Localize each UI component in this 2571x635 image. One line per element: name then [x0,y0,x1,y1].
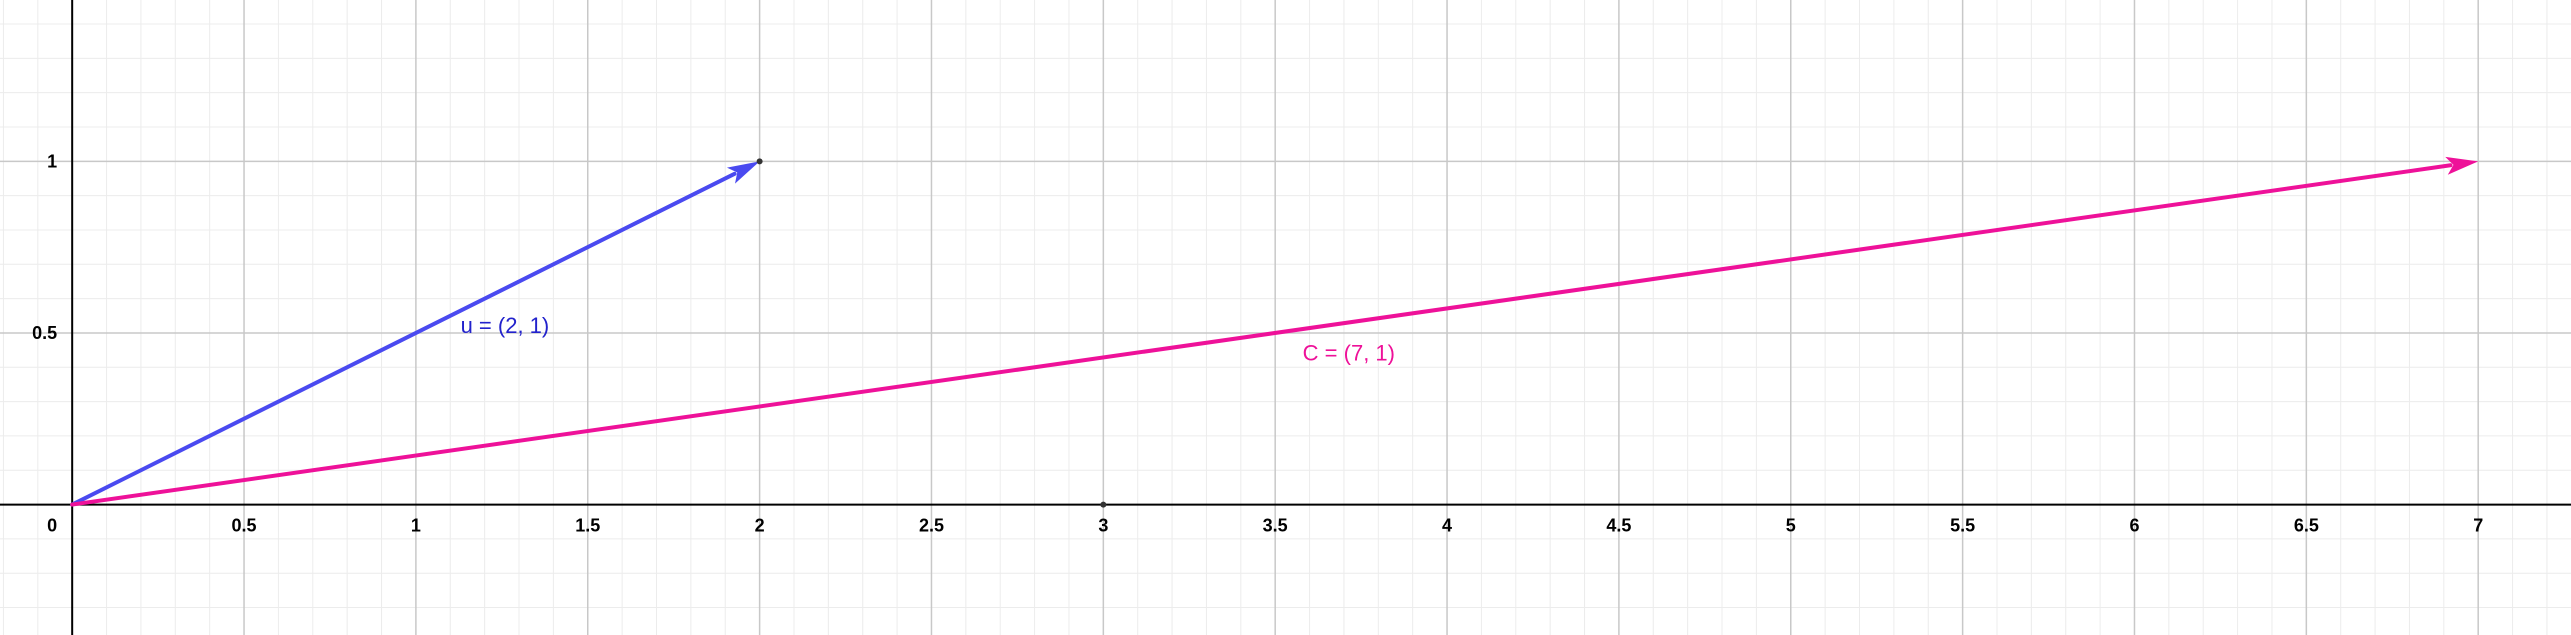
x-tick-label: 6.5 [2294,516,2319,536]
vector-u-label: u = (2, 1) [461,313,550,338]
x-tick-label: 1 [411,516,421,536]
x-tick-label: 7 [2473,516,2483,536]
vector-labels: u = (2, 1) C = (7, 1) [461,313,1395,365]
vector-u[interactable] [70,161,760,507]
x-tick-label: 0.5 [232,516,257,536]
vector-C[interactable] [70,156,2479,507]
x-tick-label: 5.5 [1950,516,1975,536]
x-tick-label: 5 [1786,516,1796,536]
x-tick-label: 3 [1098,516,1108,536]
x-tick-label: 4.5 [1606,516,1631,536]
x-tick-label: 3.5 [1263,516,1288,536]
vector-C-shaft[interactable] [70,163,2453,507]
y-tick-label: 0.5 [32,323,57,343]
x-tick-label: 4 [1442,516,1452,536]
y-tick-label: 1 [47,151,57,171]
x-tick-label: 2.5 [919,516,944,536]
x-tick-label: 6 [2129,516,2139,536]
point[interactable] [1100,501,1107,508]
x-tick-label: 0 [47,516,57,536]
vector-u-shaft[interactable] [70,171,737,507]
tick-labels: 0 0.5 1 1.5 2 2.5 3 3.5 4 4.5 5 5.5 6 6.5 7 0.5 1 [32,151,2483,535]
vector-C-arrowhead[interactable] [2445,156,2479,175]
x-tick-label: 2 [755,516,765,536]
vector-C-label: C = (7, 1) [1303,340,1395,365]
x-tick-label: 1.5 [575,516,600,536]
points[interactable] [756,158,1107,508]
vector-u-arrowhead[interactable] [726,161,760,184]
point[interactable] [756,158,763,165]
vectors[interactable] [70,156,2479,507]
